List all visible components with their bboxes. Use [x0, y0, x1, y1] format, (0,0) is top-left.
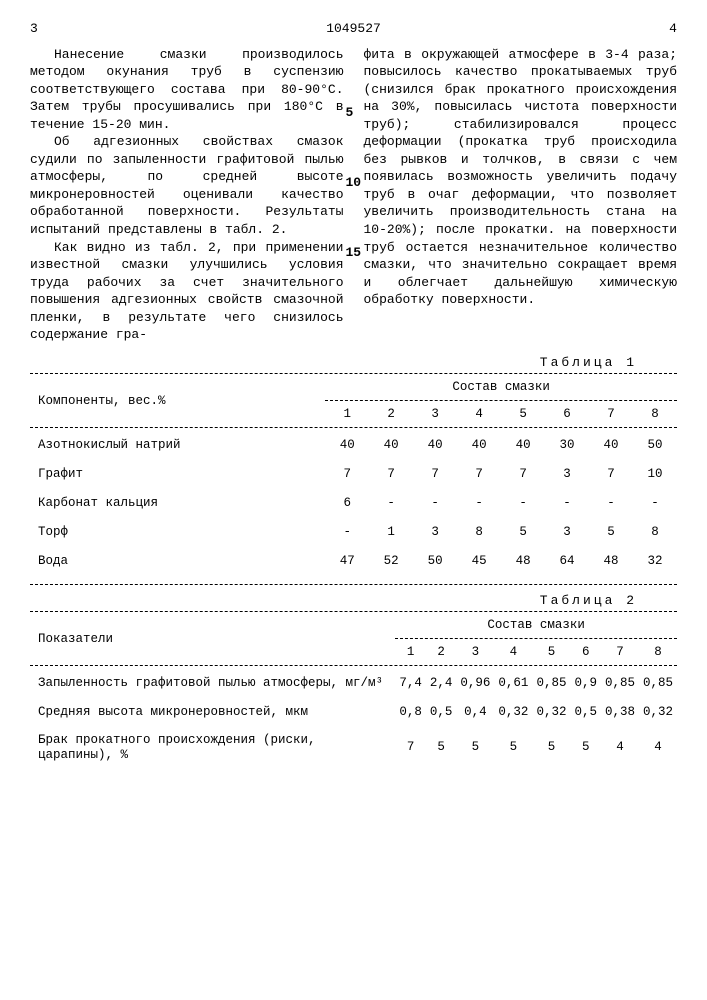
- divider: [30, 611, 677, 613]
- table2: Показатели Состав смазки 1 2 3 4 5 6 7 8…: [30, 615, 677, 769]
- row-label: Брак прокатного происхождения (риски, ца…: [30, 727, 395, 769]
- table2-rowhead: Показатели: [30, 615, 395, 663]
- page-right: 4: [669, 20, 677, 38]
- table-row: Графит 7 7 7 7 7 3 7 10: [30, 460, 677, 489]
- left-column: Нанесение смазки производилось методом о…: [30, 46, 344, 344]
- table1: Компоненты, вес.% Состав смазки 1 2 3 4 …: [30, 377, 677, 575]
- divider: [30, 584, 677, 586]
- left-para-3: Как видно из табл. 2, при применении изв…: [30, 239, 344, 344]
- left-para-1: Нанесение смазки производилось методом о…: [30, 46, 344, 134]
- table-row: Средняя высота микронеровностей, мкм 0,8…: [30, 698, 677, 727]
- row-label: Средняя высота микронеровностей, мкм: [30, 698, 395, 727]
- row-label: Запыленность графитовой пылью атмосферы,…: [30, 669, 395, 698]
- left-para-2: Об адгезионных свойствах смазок судили п…: [30, 133, 344, 238]
- page-left: 3: [30, 20, 38, 38]
- page-header: 3 1049527 4: [30, 20, 677, 38]
- table-row: Торф - 1 3 8 5 3 5 8: [30, 518, 677, 547]
- table1-colgroup: Состав смазки: [325, 377, 677, 398]
- table2-header-group: Показатели Состав смазки: [30, 615, 677, 636]
- divider: [30, 373, 677, 375]
- right-column: 5 10 15 фита в окружающей атмосфере в 3-…: [364, 46, 678, 344]
- row-label: Карбонат кальция: [30, 489, 325, 518]
- row-label: Вода: [30, 547, 325, 576]
- row-label: Азотнокислый натрий: [30, 431, 325, 460]
- row-label: Торф: [30, 518, 325, 547]
- table1-header-group: Компоненты, вес.% Состав смазки: [30, 377, 677, 398]
- table-row: Вода 47 52 50 45 48 64 48 32: [30, 547, 677, 576]
- line-marker-10: 10: [346, 174, 362, 192]
- doc-number: 1049527: [326, 20, 381, 38]
- line-marker-15: 15: [346, 244, 362, 262]
- table2-colgroup: Состав смазки: [395, 615, 677, 636]
- line-marker-5: 5: [346, 104, 354, 122]
- table2-label: Таблица 2: [30, 592, 637, 610]
- table1-label: Таблица 1: [30, 354, 637, 372]
- body-columns: Нанесение смазки производилось методом о…: [30, 46, 677, 344]
- table1-rowhead: Компоненты, вес.%: [30, 377, 325, 425]
- table-row: Азотнокислый натрий 40 40 40 40 40 30 40…: [30, 431, 677, 460]
- right-para-1: фита в окружающей атмосфере в 3-4 раза; …: [364, 46, 678, 309]
- row-label: Графит: [30, 460, 325, 489]
- table-row: Карбонат кальция 6 - - - - - - -: [30, 489, 677, 518]
- table-row: Запыленность графитовой пылью атмосферы,…: [30, 669, 677, 698]
- table-row: Брак прокатного происхождения (риски, ца…: [30, 727, 677, 769]
